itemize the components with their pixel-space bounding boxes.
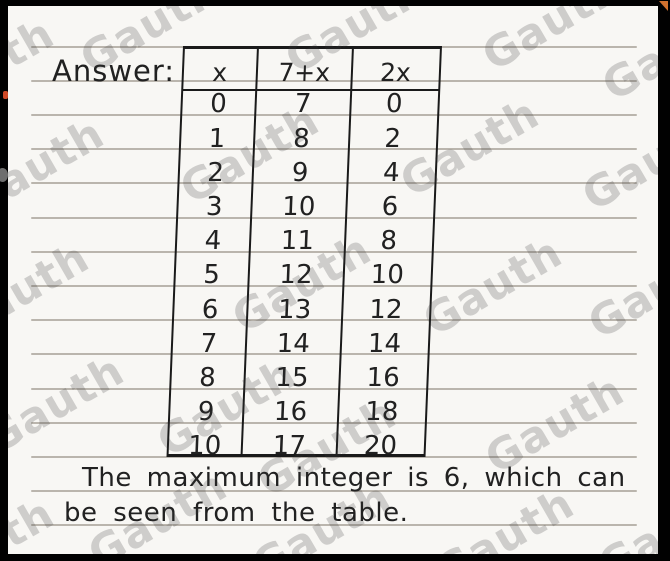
- table-row: 4 11 8: [177, 217, 433, 257]
- conclusion-line-1: The maximum integer is 6, which can: [82, 463, 626, 493]
- ruled-line: [31, 45, 637, 48]
- table-cell: 10: [187, 431, 222, 462]
- table-cell: 2: [383, 123, 402, 154]
- ruled-line: [31, 182, 637, 185]
- ruled-line: [31, 319, 637, 322]
- ruled-line: [31, 79, 637, 82]
- scan-frame-top: [0, 0, 670, 6]
- scan-artifact-blob: [0, 168, 8, 182]
- table-cell: 14: [367, 328, 402, 359]
- scan-artifact-dot: [3, 91, 8, 99]
- scan-frame-left: [0, 0, 8, 561]
- table-cell: 17: [272, 431, 307, 462]
- table-cell: 0: [209, 89, 228, 120]
- table-cell: 7: [294, 89, 312, 120]
- table-cell: 6: [381, 191, 399, 222]
- ruled-line: [31, 490, 637, 493]
- table-row: 7 14 14: [173, 320, 429, 359]
- table-cell: 12: [278, 260, 314, 291]
- ruled-line: [31, 148, 637, 151]
- table-cell: 7: [199, 328, 218, 359]
- ruled-line: [31, 113, 637, 116]
- scan-frame-bottom: [0, 554, 670, 561]
- table-row: 9 16 18: [170, 388, 426, 428]
- table-cell: 14: [276, 328, 311, 359]
- values-table: x 7+x 2x 0 7 0 1 8 2 2 9 4 3 10 6 4 11 8 5 12 10 6 13 12 7 14 1…: [166, 46, 442, 462]
- table-cell: 8: [198, 362, 217, 393]
- table-cell: 4: [382, 157, 401, 188]
- table-cell: 3: [205, 191, 224, 222]
- table-cell: 13: [277, 294, 312, 325]
- scan-frame-right: [658, 0, 670, 561]
- table-cell: 20: [363, 431, 398, 462]
- table-cell: 9: [197, 397, 215, 428]
- ruled-line: [31, 250, 637, 253]
- ruled-line: [31, 387, 637, 390]
- table-cell: 11: [280, 226, 315, 257]
- table-cell: 15: [274, 362, 310, 393]
- ruled-line: [31, 216, 637, 219]
- table-cell: 1: [208, 123, 226, 154]
- ruled-line: [31, 524, 637, 527]
- ruled-line: [31, 284, 637, 287]
- conclusion-line-2: be seen from the table.: [64, 498, 409, 528]
- table-cell: 2: [206, 157, 225, 188]
- ruled-line: [31, 421, 637, 424]
- table-row: 5 12 10: [175, 251, 431, 291]
- table-row: 2 9 4: [180, 149, 436, 188]
- ruled-line: [31, 455, 637, 458]
- table-cell: 16: [366, 362, 401, 393]
- table-cell: 9: [291, 157, 310, 188]
- table-cell: 6: [201, 294, 220, 325]
- scan-artifact-corner: [659, 1, 668, 11]
- table-cell: 8: [379, 226, 398, 257]
- table-cell: 10: [281, 191, 316, 222]
- table-cell: 8: [292, 123, 311, 154]
- table-cell: 4: [204, 226, 222, 257]
- paper-background: [8, 6, 658, 554]
- table-cell: 18: [364, 397, 399, 428]
- table-row: 8 15 16: [171, 354, 427, 393]
- table-cell: 10: [370, 260, 405, 291]
- table-cell: 12: [368, 294, 404, 325]
- table-row: 1 8 2: [181, 114, 437, 154]
- table-row: 3 10 6: [178, 183, 434, 222]
- ruled-line: [31, 353, 637, 356]
- table-row: 6 13 12: [174, 285, 430, 325]
- table-cell: 16: [273, 397, 308, 428]
- table-row: 0 7 0: [182, 80, 438, 120]
- table-cell: 0: [385, 89, 404, 120]
- answer-label: Answer:: [52, 54, 176, 88]
- table-cell: 5: [202, 260, 221, 291]
- table-row: 10 17 20: [169, 422, 425, 462]
